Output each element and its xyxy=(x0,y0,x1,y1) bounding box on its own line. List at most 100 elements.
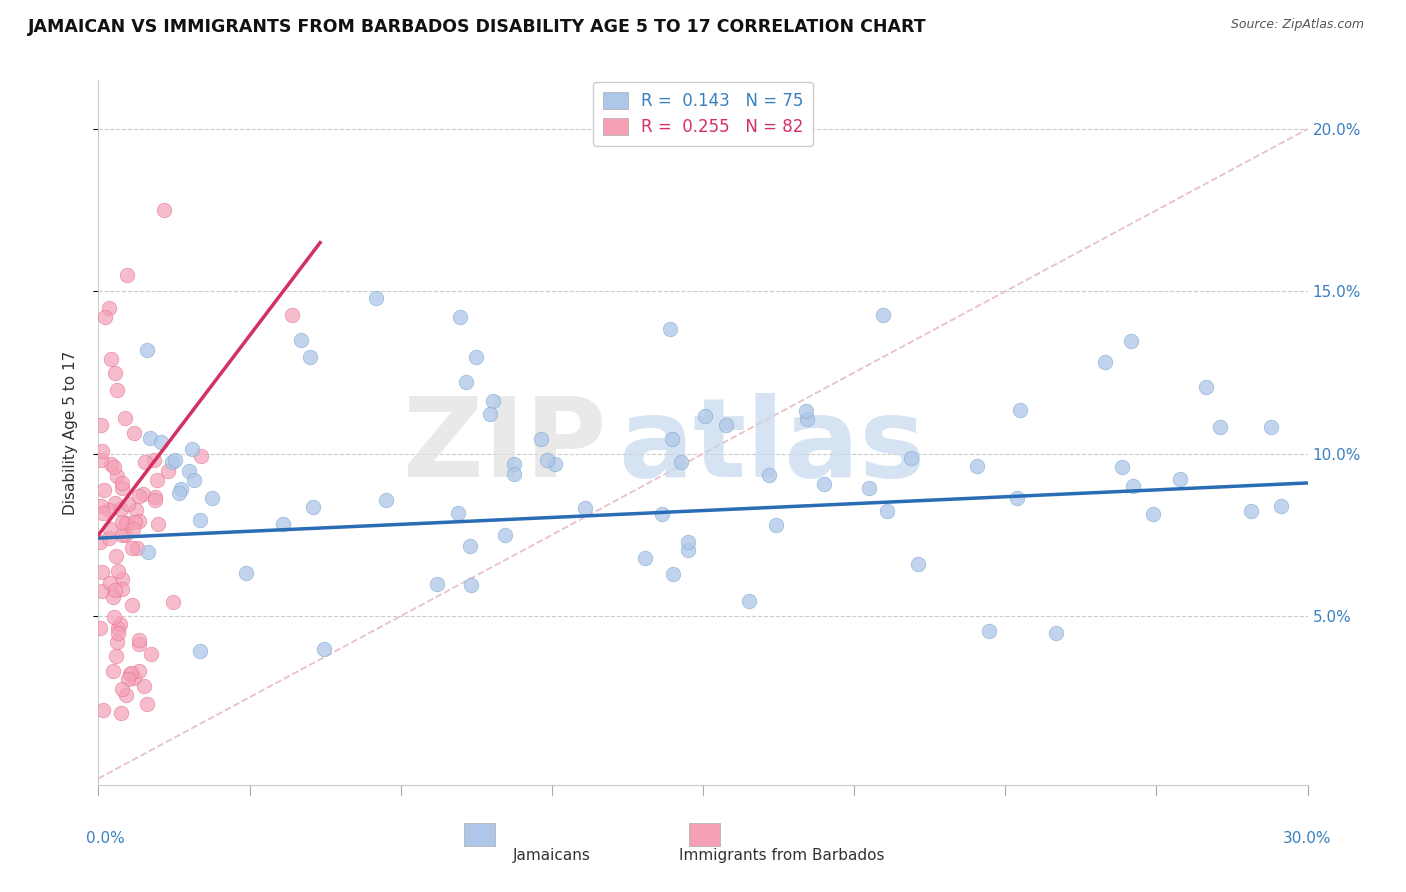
Point xyxy=(128,489,150,503)
Point xyxy=(117,497,139,511)
Point xyxy=(298,351,321,365)
Text: ZIP: ZIP xyxy=(404,393,606,500)
Point xyxy=(101,590,124,604)
Point xyxy=(482,394,505,409)
Point xyxy=(458,539,481,553)
Text: atlas: atlas xyxy=(619,393,925,500)
Point xyxy=(131,487,153,501)
Point xyxy=(661,432,683,446)
Point xyxy=(115,688,138,702)
Point xyxy=(98,531,121,545)
Point xyxy=(138,431,160,445)
Point xyxy=(135,343,157,357)
Point xyxy=(758,467,780,482)
Point xyxy=(794,404,817,418)
Text: JAMAICAN VS IMMIGRANTS FROM BARBADOS DISABILITY AGE 5 TO 17 CORRELATION CHART: JAMAICAN VS IMMIGRANTS FROM BARBADOS DIS… xyxy=(28,18,927,36)
Point xyxy=(651,508,673,522)
Point xyxy=(544,457,567,471)
Point xyxy=(110,515,132,529)
Point xyxy=(1209,420,1232,434)
Text: Source: ZipAtlas.com: Source: ZipAtlas.com xyxy=(1230,18,1364,31)
Point xyxy=(128,633,150,648)
Point xyxy=(1270,500,1292,514)
Point xyxy=(153,203,176,218)
Point xyxy=(156,464,179,478)
Point xyxy=(872,308,894,322)
Point xyxy=(1005,491,1028,505)
Point xyxy=(1008,403,1031,417)
Point xyxy=(94,310,117,325)
Point xyxy=(374,492,396,507)
Point xyxy=(120,667,142,681)
Point xyxy=(91,703,114,717)
Point xyxy=(1122,479,1144,493)
Point xyxy=(200,491,222,505)
Point xyxy=(105,648,128,663)
Point xyxy=(111,681,134,696)
Point xyxy=(122,425,145,440)
Point xyxy=(121,522,143,536)
Point xyxy=(574,500,596,515)
Point xyxy=(110,706,132,720)
Point xyxy=(167,485,190,500)
Point xyxy=(1111,459,1133,474)
Point xyxy=(464,351,486,365)
Point xyxy=(449,310,471,325)
Point xyxy=(530,432,553,446)
Point xyxy=(900,451,922,466)
Point xyxy=(110,502,132,516)
Point xyxy=(111,481,134,495)
Point xyxy=(134,679,156,693)
Point xyxy=(364,291,387,305)
Point xyxy=(479,407,502,421)
Point xyxy=(128,637,150,651)
Point xyxy=(136,545,159,559)
Point xyxy=(105,469,128,483)
Point xyxy=(1119,334,1142,348)
Point xyxy=(146,517,169,532)
Point xyxy=(502,457,524,471)
Point xyxy=(111,475,134,490)
Point xyxy=(107,564,129,578)
Point xyxy=(170,482,193,496)
Point xyxy=(90,453,112,467)
Point xyxy=(111,528,134,542)
Point xyxy=(90,418,112,433)
Point xyxy=(93,483,115,497)
Point xyxy=(111,572,134,586)
Point xyxy=(447,506,470,520)
Point xyxy=(858,481,880,495)
Point xyxy=(738,593,761,607)
Point xyxy=(122,671,145,685)
Point xyxy=(312,642,335,657)
Point xyxy=(128,514,150,528)
Point xyxy=(302,500,325,515)
Point xyxy=(1094,355,1116,369)
Point xyxy=(181,442,204,457)
Point xyxy=(100,352,122,367)
Point xyxy=(105,635,128,649)
Point xyxy=(426,577,449,591)
Point xyxy=(460,578,482,592)
Point xyxy=(115,268,138,282)
Point xyxy=(143,453,166,467)
Point xyxy=(1195,380,1218,394)
Point xyxy=(177,464,200,478)
Point xyxy=(91,584,114,599)
Point xyxy=(98,503,121,517)
Point xyxy=(111,582,134,597)
Point xyxy=(190,450,212,464)
Point xyxy=(124,502,146,516)
Point xyxy=(281,308,304,322)
Point xyxy=(114,517,136,532)
Text: 30.0%: 30.0% xyxy=(1284,830,1331,846)
Point xyxy=(101,665,124,679)
Text: Jamaicans: Jamaicans xyxy=(513,848,591,863)
Point xyxy=(90,499,112,513)
Point xyxy=(91,565,114,579)
Point xyxy=(100,458,122,472)
Point xyxy=(107,621,129,635)
Point xyxy=(114,527,136,541)
Point xyxy=(162,455,184,469)
Y-axis label: Disability Age 5 to 17: Disability Age 5 to 17 xyxy=(63,351,77,515)
